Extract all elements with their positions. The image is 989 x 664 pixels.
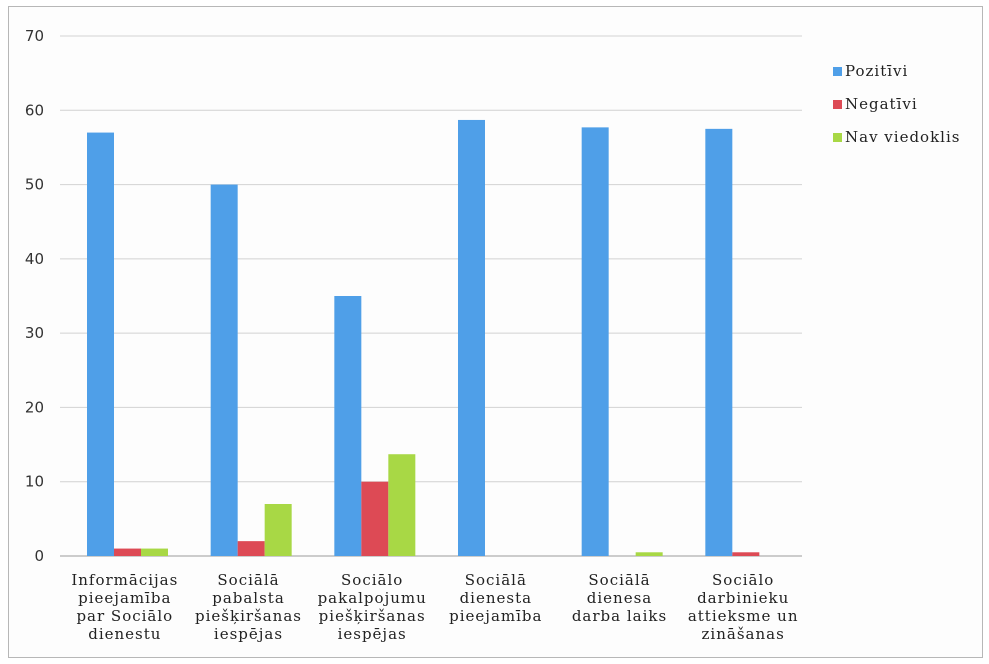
bar-1-1: [87, 132, 114, 557]
x-category-label-line: darbinieku: [697, 589, 789, 607]
y-tick-label: 60: [25, 101, 44, 119]
legend-label: Negatīvi: [845, 95, 918, 113]
x-category-label-line: iespējas: [214, 625, 283, 643]
x-category-label: Informācijas pieejamība par Sociālo dienest…: [71, 571, 178, 643]
bar-3-1: [141, 548, 168, 556]
legend: Pozitīvi Negatīvi Nav viedoklis: [833, 62, 960, 146]
y-tick-label: 20: [25, 398, 44, 416]
y-tick-label: 30: [25, 324, 44, 342]
y-tick-label: 0: [34, 547, 44, 565]
x-category-label-line: dienesa: [587, 589, 652, 607]
x-category-label-line: dienestu: [88, 625, 161, 643]
x-category-label: Sociālā dienesa darba laiks: [572, 571, 667, 625]
bars: [87, 119, 760, 557]
x-category-label-line: pieejamība: [78, 589, 171, 607]
x-category-label-line: par Sociālo: [76, 607, 173, 625]
x-axis-labels: Informācijas pieejamība par Sociālo dienest…: [71, 571, 799, 643]
x-category-label-line: Sociālā: [217, 571, 279, 589]
bar-3-5: [635, 552, 663, 556]
x-category-label-line: pieejamība: [449, 607, 542, 625]
bar-2-3: [361, 481, 389, 556]
legend-swatch: [833, 133, 842, 142]
bar-3-3: [388, 454, 416, 556]
y-axis-ticks: 0 10 20 30 40 50 60 70: [25, 27, 44, 565]
x-category-label-line: piešķiršanas: [195, 607, 302, 625]
bar-1-6: [705, 128, 733, 556]
x-category-label: Sociālā dienesta pieejamība: [449, 571, 542, 625]
x-category-label: Sociālo darbinieku attieksme un zināšanas: [688, 571, 799, 643]
bar-2-2: [237, 541, 265, 556]
bar-1-4: [458, 119, 485, 556]
x-category-label-line: zināšanas: [702, 625, 785, 643]
y-tick-label: 70: [25, 27, 44, 45]
y-tick-label: 50: [25, 176, 44, 194]
bar-2-6: [732, 552, 760, 556]
legend-label: Pozitīvi: [845, 62, 908, 80]
x-category-label: Sociālo pakalpojumu piešķiršanas iespējas: [318, 571, 427, 643]
x-category-label-line: attieksme un: [688, 607, 799, 625]
x-category-label-line: darba laiks: [572, 607, 667, 625]
bar-1-5: [581, 127, 609, 556]
legend-swatch: [833, 100, 842, 109]
bar-2-1: [114, 548, 141, 556]
x-category-label-line: Informācijas: [71, 571, 178, 589]
gridlines: [60, 35, 802, 557]
x-category-label-line: Sociālo: [341, 571, 403, 589]
y-tick-label: 40: [25, 250, 44, 268]
x-category-label-line: iespējas: [338, 625, 407, 643]
x-category-label-line: Sociālā: [465, 571, 527, 589]
legend-swatch: [833, 67, 842, 76]
x-category-label-line: pabalsta: [212, 589, 285, 607]
bar-1-3: [334, 296, 362, 556]
bar-1-2: [210, 184, 238, 557]
legend-label: Nav viedoklis: [845, 128, 960, 146]
x-category-label-line: pakalpojumu: [318, 589, 427, 607]
x-category-label: Sociālā pabalsta piešķiršanas iespējas: [195, 571, 302, 643]
x-category-label-line: piešķiršanas: [319, 607, 426, 625]
chart-frame: [8, 6, 983, 658]
y-tick-label: 10: [25, 473, 44, 491]
x-category-label-line: dienesta: [460, 589, 532, 607]
bar-3-2: [264, 504, 292, 556]
x-category-label-line: Sociālo: [712, 571, 774, 589]
x-category-label-line: Sociālā: [588, 571, 650, 589]
